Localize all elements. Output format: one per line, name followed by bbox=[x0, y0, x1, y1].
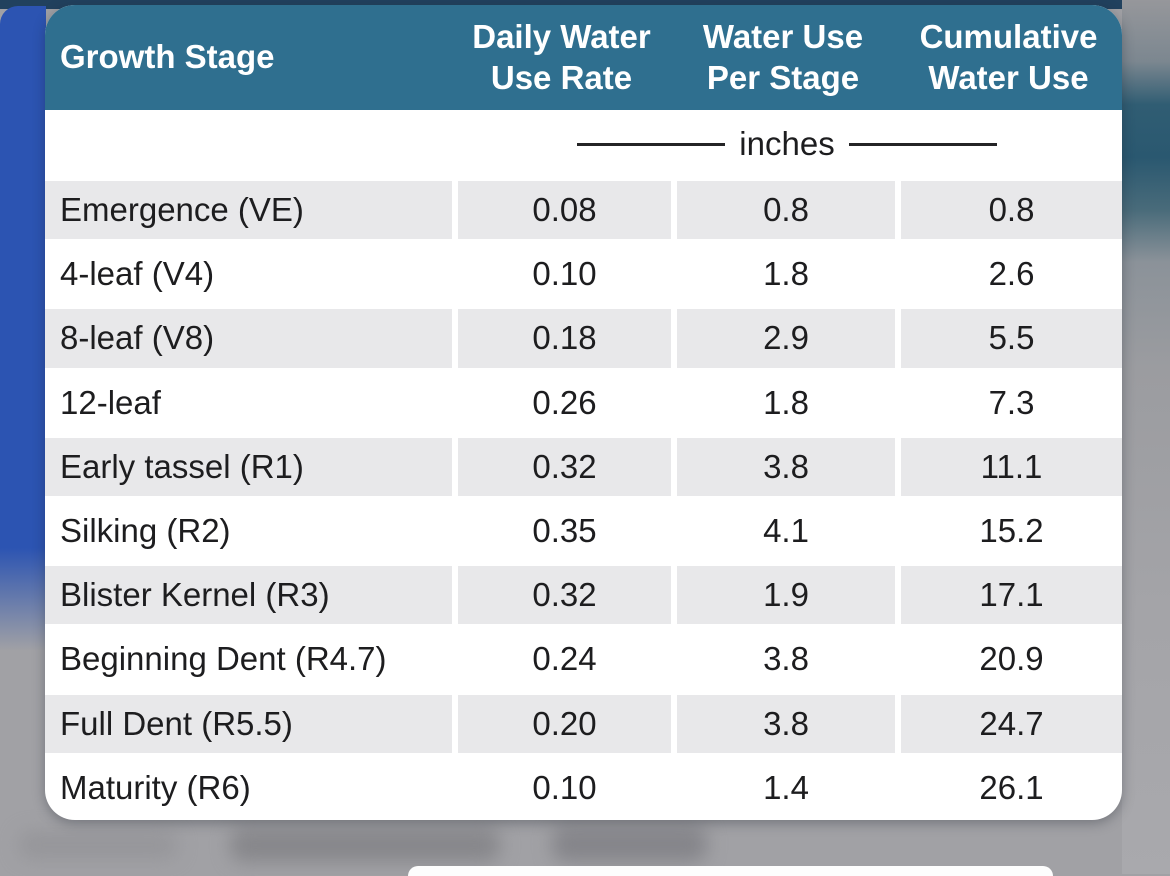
water-use-table-card: Growth Stage Daily Water Use Rate Water … bbox=[45, 5, 1122, 820]
daily-rate-cell: 0.32 bbox=[452, 434, 671, 499]
per-stage-cell: 3.8 bbox=[671, 434, 895, 499]
per-stage-cell: 1.8 bbox=[671, 370, 895, 435]
stage-cell: Silking (R2) bbox=[60, 512, 231, 550]
cumulative-cell: 17.1 bbox=[895, 563, 1122, 628]
table-row: 8-leaf (V8) 0.18 2.9 5.5 bbox=[45, 306, 1122, 371]
stage-cell: 4-leaf (V4) bbox=[60, 255, 215, 293]
header-label-line: Daily Water bbox=[472, 17, 651, 55]
per-stage-cell: 1.4 bbox=[671, 755, 895, 820]
stage-cell: Blister Kernel (R3) bbox=[45, 563, 452, 628]
per-stage-cell: 1.9 bbox=[671, 563, 895, 628]
stage-cell: Full Dent (R5.5) bbox=[45, 691, 452, 756]
header-cell-cumulative-water-use: Cumulative Water Use bbox=[895, 5, 1122, 110]
header-label-line: Water Use bbox=[928, 58, 1089, 96]
per-stage-cell: 4.1 bbox=[671, 498, 895, 564]
table-row: 4-leaf (V4) 0.10 1.8 2.6 bbox=[45, 242, 1122, 307]
left-blue-page-margin bbox=[0, 6, 46, 651]
table-row: 12-leaf 0.26 1.8 7.3 bbox=[45, 370, 1122, 435]
table-header-row: Growth Stage Daily Water Use Rate Water … bbox=[45, 5, 1122, 110]
header-cell-water-use-per-stage: Water Use Per Stage bbox=[671, 5, 895, 110]
next-card-top-edge bbox=[408, 866, 1053, 876]
cumulative-cell: 20.9 bbox=[895, 627, 1122, 692]
table-row: Early tassel (R1) 0.32 3.8 11.1 bbox=[45, 434, 1122, 499]
blurred-background-blob bbox=[552, 826, 707, 862]
header-label-line: Use Rate bbox=[490, 58, 633, 96]
daily-rate-cell: 0.08 bbox=[452, 178, 671, 243]
table-row: Maturity (R6) 0.10 1.4 26.1 bbox=[45, 755, 1122, 820]
stage-cell: Maturity (R6) bbox=[60, 768, 251, 806]
table-row: Full Dent (R5.5) 0.20 3.8 24.7 bbox=[45, 691, 1122, 756]
stage-cell: Beginning Dent (R4.7) bbox=[60, 640, 387, 678]
cumulative-cell: 24.7 bbox=[895, 691, 1122, 756]
stage-cell: Early tassel (R1) bbox=[45, 434, 452, 499]
cumulative-cell: 2.6 bbox=[895, 242, 1122, 307]
daily-rate-cell: 0.20 bbox=[452, 691, 671, 756]
per-stage-cell: 3.8 bbox=[671, 691, 895, 756]
header-label: Growth Stage bbox=[60, 38, 275, 76]
header-label-line: Water Use bbox=[702, 17, 864, 55]
table-row: Silking (R2) 0.35 4.1 15.2 bbox=[45, 498, 1122, 564]
per-stage-cell: 1.8 bbox=[671, 242, 895, 307]
daily-rate-cell: 0.35 bbox=[452, 498, 671, 564]
top-navy-bar bbox=[0, 0, 1126, 9]
table-row: Blister Kernel (R3) 0.32 1.9 17.1 bbox=[45, 563, 1122, 628]
cumulative-cell: 26.1 bbox=[895, 755, 1122, 820]
cumulative-cell: 5.5 bbox=[895, 306, 1122, 371]
per-stage-cell: 2.9 bbox=[671, 306, 895, 371]
cumulative-cell: 0.8 bbox=[895, 178, 1122, 243]
daily-rate-cell: 0.10 bbox=[452, 242, 671, 307]
table-row: Beginning Dent (R4.7) 0.24 3.8 20.9 bbox=[45, 627, 1122, 692]
daily-rate-cell: 0.10 bbox=[452, 755, 671, 820]
cumulative-cell: 7.3 bbox=[895, 370, 1122, 435]
daily-rate-cell: 0.18 bbox=[452, 306, 671, 371]
header-cell-growth-stage: Growth Stage bbox=[45, 5, 452, 110]
per-stage-cell: 0.8 bbox=[671, 178, 895, 243]
stage-cell: 8-leaf (V8) bbox=[45, 306, 452, 371]
units-dash-left bbox=[577, 142, 726, 146]
units-dash-right bbox=[848, 142, 997, 146]
daily-rate-cell: 0.32 bbox=[452, 563, 671, 628]
blurred-background-blob bbox=[18, 831, 178, 859]
blurred-background-blob bbox=[230, 828, 500, 862]
header-label-line: Cumulative bbox=[919, 17, 1098, 55]
units-row: inches bbox=[45, 110, 1122, 178]
units-label: inches bbox=[739, 125, 835, 162]
units-zone: inches bbox=[452, 125, 1122, 163]
table-row: Emergence (VE) 0.08 0.8 0.8 bbox=[45, 178, 1122, 243]
cumulative-cell: 15.2 bbox=[895, 498, 1122, 564]
daily-rate-cell: 0.24 bbox=[452, 627, 671, 692]
stage-cell: 12-leaf bbox=[60, 383, 161, 421]
stage-cell: Emergence (VE) bbox=[45, 178, 452, 243]
per-stage-cell: 3.8 bbox=[671, 627, 895, 692]
header-cell-daily-water-use-rate: Daily Water Use Rate bbox=[452, 5, 671, 110]
right-background-strip bbox=[1122, 0, 1170, 874]
cumulative-cell: 11.1 bbox=[895, 434, 1122, 499]
header-label-line: Per Stage bbox=[706, 58, 860, 96]
daily-rate-cell: 0.26 bbox=[452, 370, 671, 435]
